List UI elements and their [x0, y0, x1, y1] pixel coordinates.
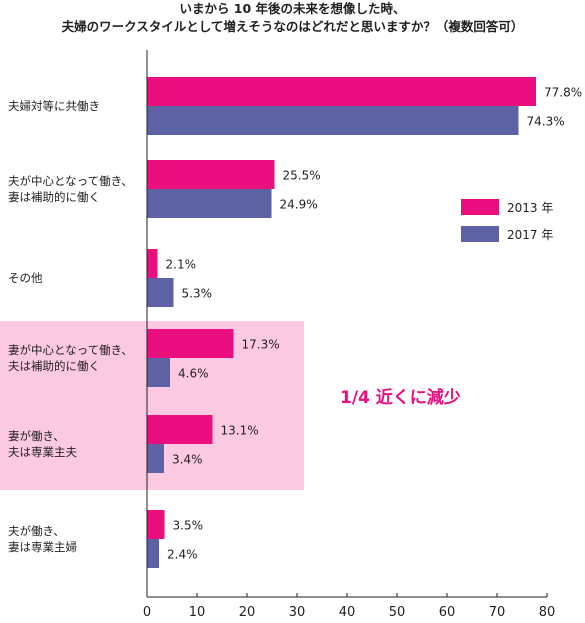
x-tick-label: 30 — [289, 605, 306, 620]
category-label: 夫が働き、 — [8, 524, 65, 538]
x-tick-label: 70 — [489, 605, 506, 620]
category-label: 夫は専業主夫 — [8, 445, 77, 459]
legend-swatch — [461, 199, 499, 215]
bar-first-series — [147, 77, 536, 106]
x-tick-label: 50 — [389, 605, 406, 620]
bar-first-series — [147, 249, 158, 278]
chart-annotation: 1/4 近くに減少 — [340, 388, 461, 408]
bar-second-series — [147, 358, 170, 387]
x-tick-label: 10 — [189, 605, 206, 620]
bar-value-label: 17.3% — [242, 338, 280, 352]
bar-value-label: 13.1% — [221, 424, 259, 438]
bar-second-series — [147, 106, 519, 135]
x-tick-label: 40 — [339, 605, 356, 620]
bar-first-series — [147, 160, 275, 189]
bar-second-series — [147, 539, 159, 568]
category-label: 妻は補助的に働く — [8, 190, 100, 204]
legend-swatch — [461, 226, 499, 242]
category-label: 夫は補助的に働く — [8, 359, 100, 373]
category-label: 妻が働き、 — [8, 429, 65, 443]
bar-value-label: 74.3% — [527, 115, 565, 129]
x-tick-label: 0 — [143, 605, 151, 620]
category-label: 妻が中心となって働き、 — [8, 343, 133, 357]
bar-first-series — [147, 415, 213, 444]
chart-title-line1: いまから 10 年後の未来を想像した時、 — [179, 1, 406, 16]
x-tick-label: 80 — [539, 605, 556, 620]
x-tick-label: 60 — [439, 605, 456, 620]
bar-value-label: 25.5% — [283, 169, 321, 183]
bar-second-series — [147, 189, 272, 218]
bar-value-label: 77.8% — [544, 86, 582, 100]
category-label: 妻は専業主婦 — [8, 540, 77, 554]
bar-first-series — [147, 329, 234, 358]
legend-label: 2013 年 — [507, 201, 553, 215]
category-label: 夫婦対等に共働き — [8, 99, 100, 113]
bar-first-series — [147, 510, 165, 539]
bar-value-label: 2.1% — [166, 258, 197, 272]
category-label: 夫が中心となって働き、 — [8, 174, 133, 188]
bar-second-series — [147, 278, 174, 307]
legend-label: 2017 年 — [507, 228, 553, 242]
bar-value-label: 3.4% — [172, 453, 203, 467]
bar-value-label: 4.6% — [178, 367, 209, 381]
category-label: その他 — [8, 271, 43, 285]
chart-title-line2: 夫婦のワークスタイルとして増えそうなのはどれだと思いますか？（複数回答可） — [61, 19, 524, 34]
bar-value-label: 3.5% — [173, 519, 204, 533]
bar-value-label: 2.4% — [167, 548, 198, 562]
x-tick-label: 20 — [239, 605, 256, 620]
bar-second-series — [147, 444, 164, 473]
bar-value-label: 24.9% — [280, 198, 318, 212]
bar-value-label: 5.3% — [182, 287, 213, 301]
